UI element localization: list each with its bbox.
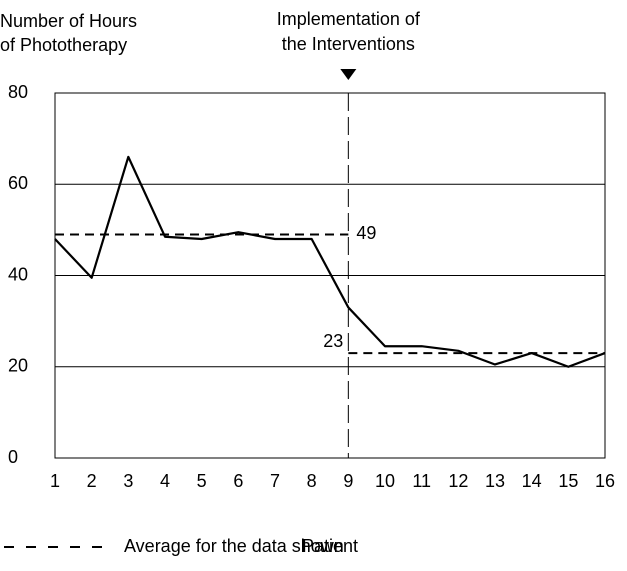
y-axis-title: of Phototherapy xyxy=(0,35,127,55)
y-tick-label: 0 xyxy=(8,447,18,467)
legend-label: Average for the data shown xyxy=(124,536,344,556)
x-tick-label: 7 xyxy=(270,471,280,491)
x-tick-label: 5 xyxy=(197,471,207,491)
x-tick-label: 3 xyxy=(123,471,133,491)
x-tick-label: 14 xyxy=(522,471,542,491)
y-tick-label: 80 xyxy=(8,82,28,102)
x-tick-label: 11 xyxy=(412,471,431,491)
x-tick-label: 9 xyxy=(343,471,353,491)
y-axis-title: Number of Hours xyxy=(0,11,137,31)
plot-frame xyxy=(54,92,606,459)
x-tick-label: 16 xyxy=(595,471,615,491)
x-tick-label: 6 xyxy=(233,471,243,491)
y-tick-label: 20 xyxy=(8,356,28,376)
y-tick-label: 60 xyxy=(8,173,28,193)
x-axis-title: Patient xyxy=(302,536,358,556)
x-tick-label: 4 xyxy=(160,471,170,491)
average-label: 23 xyxy=(323,331,343,351)
intervention-arrow xyxy=(340,69,357,80)
series-line xyxy=(54,155,606,368)
x-tick-label: 12 xyxy=(448,471,468,491)
x-tick-label: 1 xyxy=(50,471,60,491)
annotation-text: the Interventions xyxy=(282,34,415,54)
y-tick-label: 40 xyxy=(8,264,28,284)
x-tick-label: 8 xyxy=(307,471,317,491)
x-tick-label: 13 xyxy=(485,471,505,491)
x-tick-label: 2 xyxy=(87,471,97,491)
average-label: 49 xyxy=(356,223,376,243)
annotation-text: Implementation of xyxy=(277,9,421,29)
x-tick-label: 15 xyxy=(558,471,578,491)
x-tick-label: 10 xyxy=(375,471,395,491)
